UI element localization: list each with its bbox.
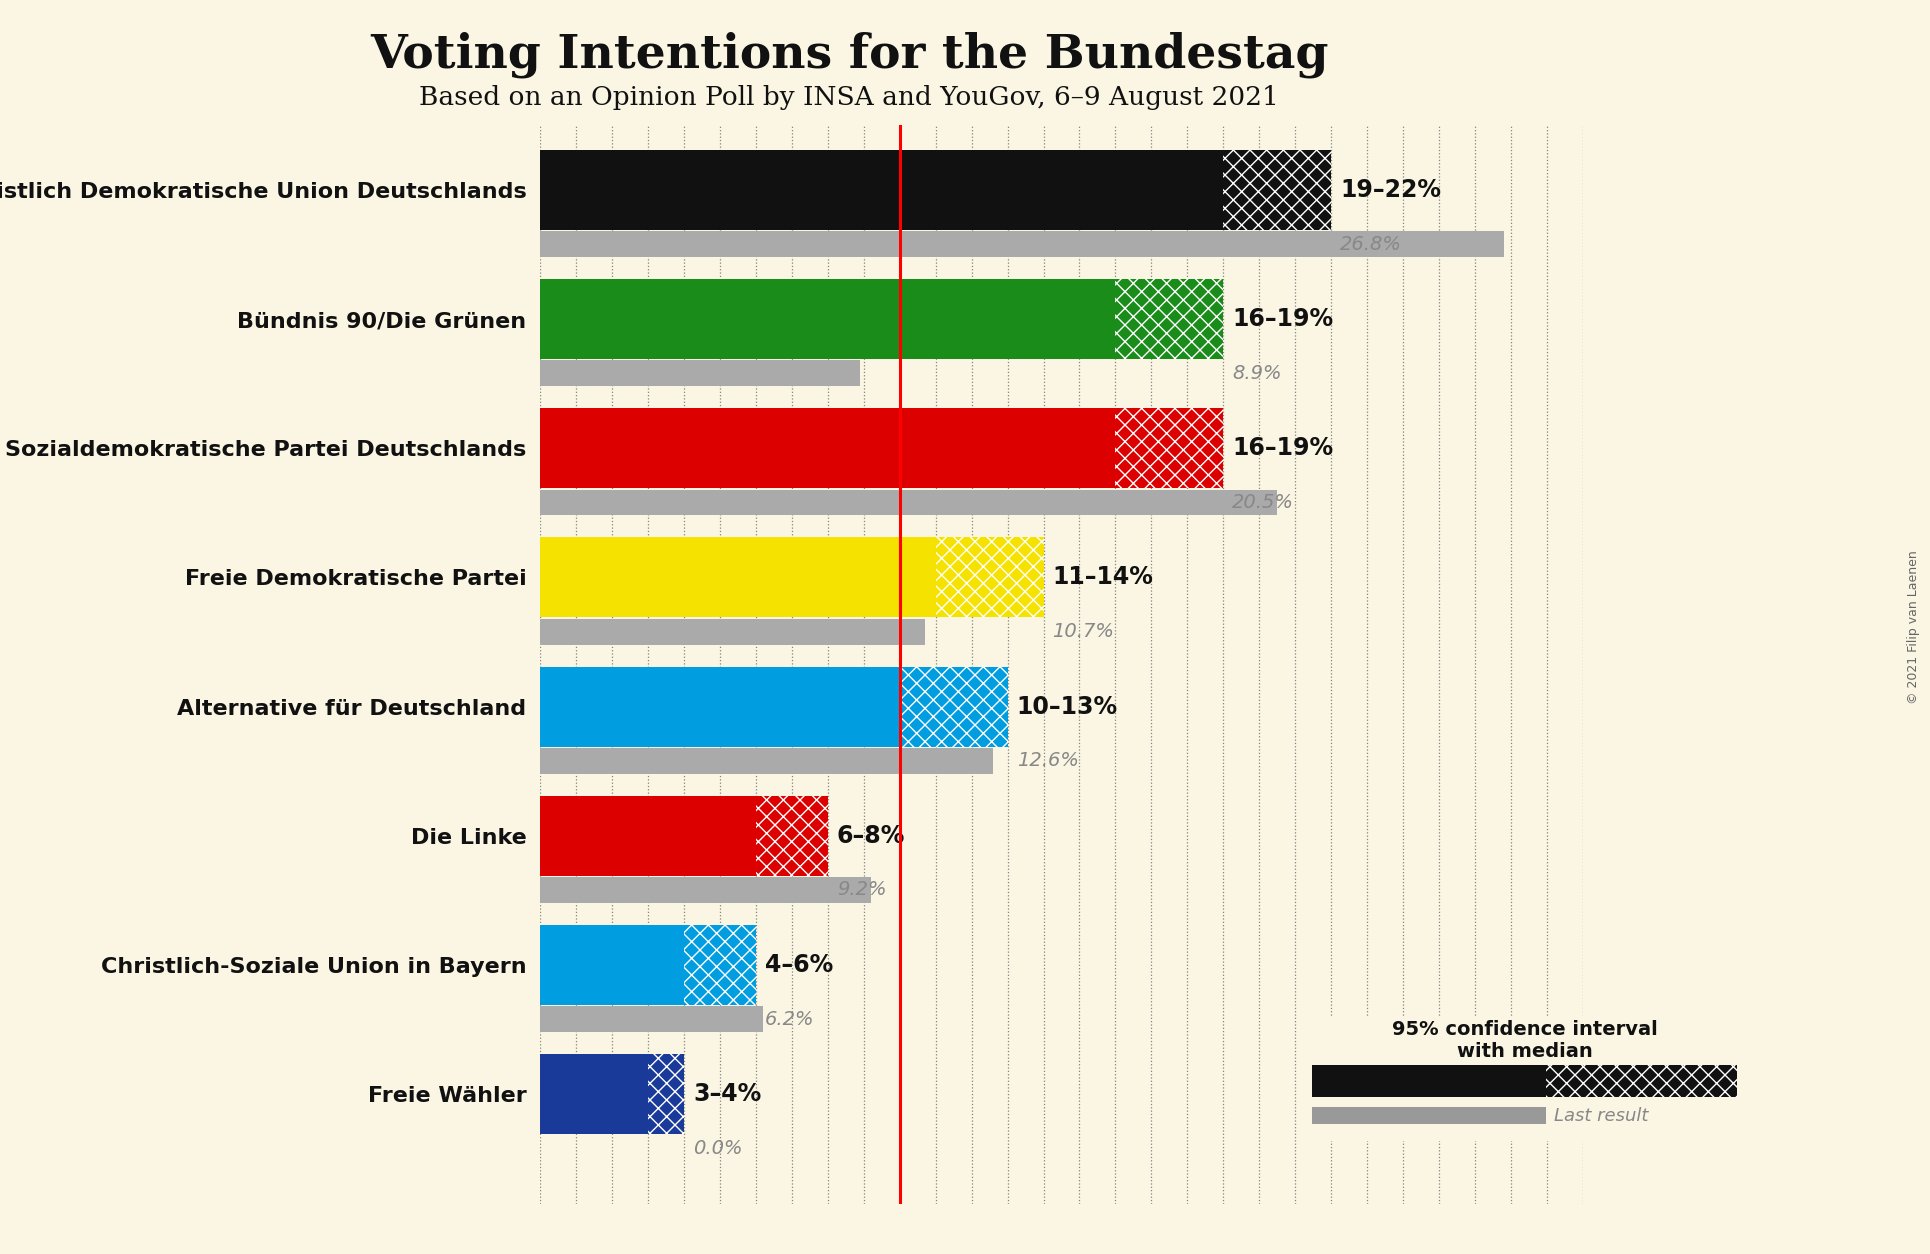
Bar (540, 796, 757, 875)
Bar (540, 231, 1503, 257)
Bar (540, 925, 683, 1004)
Bar (648, 1055, 683, 1134)
Bar (899, 667, 1007, 746)
Bar (540, 1055, 648, 1134)
Bar (540, 618, 924, 645)
Bar (540, 667, 899, 746)
Bar (683, 925, 757, 1004)
Text: 12.6%: 12.6% (1017, 751, 1079, 770)
Text: 4–6%: 4–6% (764, 953, 834, 977)
Text: © 2021 Filip van Laenen: © 2021 Filip van Laenen (1907, 551, 1920, 703)
Text: 26.8%: 26.8% (1339, 234, 1401, 253)
Text: 9.2%: 9.2% (838, 880, 886, 899)
Text: 8.9%: 8.9% (1231, 364, 1282, 382)
Text: 16–19%: 16–19% (1231, 307, 1334, 331)
Bar (936, 538, 1044, 617)
Bar (1224, 150, 1332, 229)
Bar (540, 877, 870, 903)
Text: Based on an Opinion Poll by INSA and YouGov, 6–9 August 2021: Based on an Opinion Poll by INSA and You… (419, 85, 1280, 110)
Bar (648, 1055, 683, 1134)
Bar (540, 360, 861, 386)
Bar (683, 925, 757, 1004)
Text: 95% confidence interval
with median: 95% confidence interval with median (1392, 1021, 1658, 1061)
Text: 6.2%: 6.2% (764, 1009, 814, 1028)
Bar (1224, 150, 1332, 229)
Text: 10.7%: 10.7% (1052, 622, 1114, 641)
Text: 6–8%: 6–8% (838, 824, 905, 848)
Text: 0.0%: 0.0% (693, 1139, 743, 1157)
Bar (757, 796, 828, 875)
Text: 19–22%: 19–22% (1339, 178, 1442, 202)
Bar (936, 538, 1044, 617)
Text: 11–14%: 11–14% (1052, 566, 1154, 589)
Bar (899, 667, 1007, 746)
Text: 3–4%: 3–4% (693, 1082, 762, 1106)
Bar (1546, 1065, 1737, 1097)
Bar (1546, 1065, 1737, 1097)
Text: 20.5%: 20.5% (1231, 493, 1295, 512)
Bar (757, 796, 828, 875)
Bar (540, 747, 994, 774)
Text: 10–13%: 10–13% (1017, 695, 1117, 719)
Bar (540, 150, 1224, 229)
Bar (1116, 280, 1224, 359)
Text: Last result: Last result (1554, 1106, 1648, 1125)
Bar (540, 489, 1278, 515)
Bar (1116, 280, 1224, 359)
Bar (540, 1006, 762, 1032)
Bar (1312, 1107, 1546, 1124)
Bar (1312, 1065, 1546, 1097)
Bar (1116, 409, 1224, 488)
Bar (1116, 409, 1224, 488)
Bar (540, 538, 936, 617)
Bar (540, 409, 1116, 488)
Text: 16–19%: 16–19% (1231, 436, 1334, 460)
Bar (540, 280, 1116, 359)
Text: Voting Intentions for the Bundestag: Voting Intentions for the Bundestag (371, 31, 1328, 78)
